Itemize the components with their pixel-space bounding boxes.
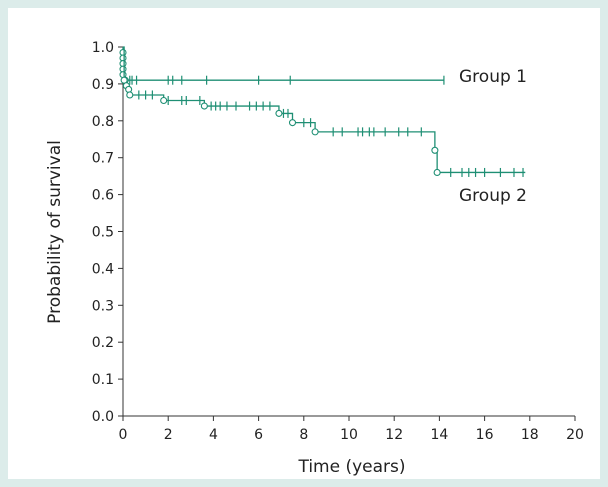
series-2-event-marker xyxy=(200,102,208,110)
x-tick-label: 2 xyxy=(164,427,173,443)
series-2-event-marker xyxy=(433,168,441,177)
x-tick-label: 4 xyxy=(209,427,218,443)
y-tick-label: 0.7 xyxy=(92,151,114,167)
series-2-label: Group 2 xyxy=(459,186,527,206)
axes: 0.0 0.1 0.2 0.3 0.4 0.5 0.6 0.7 0.8 0.9 1.0 0 2 4 6 8 10… xyxy=(92,40,584,443)
plot-area: Group 1 Group 2 xyxy=(119,46,527,206)
x-tick-label: 0 xyxy=(119,427,128,443)
x-tick-label: 10 xyxy=(340,427,358,443)
y-tick-label: 0.4 xyxy=(92,261,114,277)
series-1-label: Group 1 xyxy=(459,67,527,87)
series-1-line xyxy=(122,47,444,81)
y-tick-label: 0.3 xyxy=(92,298,114,314)
chart-panel xyxy=(8,8,600,479)
series-2-event-marker xyxy=(126,91,134,99)
y-tick-label: 0.8 xyxy=(92,114,114,130)
series-2-event-marker xyxy=(160,96,168,105)
x-tick-label: 12 xyxy=(385,427,403,443)
x-tick-label: 16 xyxy=(476,427,494,443)
y-tick-label: 0.2 xyxy=(92,335,114,351)
y-tick-label: 0.1 xyxy=(92,372,114,388)
series-2-event-marker xyxy=(275,109,283,117)
y-tick-label: 1.0 xyxy=(92,40,114,56)
x-tick-label: 6 xyxy=(254,427,263,443)
series-2-event-marker xyxy=(288,119,297,127)
x-tick-label: 8 xyxy=(299,427,308,443)
series-2-line xyxy=(123,46,526,174)
series-2-event-marker xyxy=(311,128,319,136)
y-tick-label: 0.6 xyxy=(92,188,114,204)
y-tick-label: 0.9 xyxy=(92,77,114,93)
x-tick-label: 20 xyxy=(566,427,584,443)
x-tick-label: 18 xyxy=(521,427,539,443)
y-axis-title: Probability of survival xyxy=(45,140,65,324)
y-tick-label: 0.0 xyxy=(92,409,114,425)
x-axis-title: Time (years) xyxy=(297,457,405,477)
y-tick-label: 0.5 xyxy=(92,225,114,241)
x-tick-label: 14 xyxy=(430,427,448,443)
series-2-event-marker xyxy=(125,85,133,93)
series-2-event-marker xyxy=(431,146,439,154)
